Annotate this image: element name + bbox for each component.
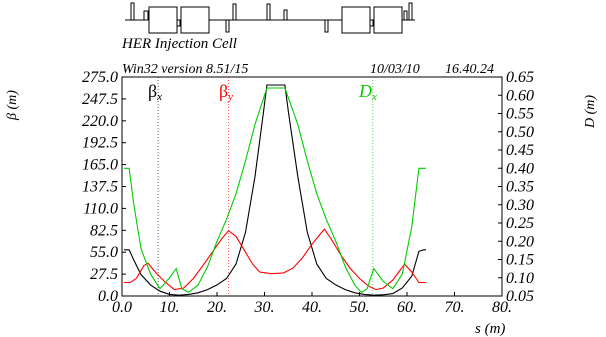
lattice-dipole [180,6,210,34]
y-right-tick-label: 0.60 [506,87,534,104]
y-right-tick-label: 0.05 [506,288,534,305]
y-right-axis-label: D (m) [583,95,598,129]
date-label: 10/03/10 [370,62,420,77]
beta-y-line [123,228,426,291]
lattice-quadrupole [283,9,288,21]
lattice-quadrupole [176,19,181,27]
dispersion-x-line [123,87,426,294]
lattice-quadrupole [143,10,149,21]
plot-frame [121,76,503,297]
x-tick-label: 10. [160,299,180,316]
lattice-dipole [130,2,135,21]
y-left-tick-label: 110.0 [83,200,118,217]
y-left-tick-label: 27.5 [90,266,118,283]
y-left-tick-label: 0.0 [98,288,118,305]
lattice-quadrupole [225,19,230,33]
legend-beta-x: βx [148,81,162,103]
lattice-quadrupole [266,3,271,21]
x-tick-label: 40. [302,299,322,316]
y-right-tick-label: 0.45 [506,142,534,159]
lattice-quadrupole [369,19,374,27]
y-right-tick-label: 0.20 [506,233,534,250]
legend-d-x: Dx [358,81,377,103]
y-left-tick-label: 220.0 [82,113,118,130]
y-right-tick-label: 0.65 [506,69,534,86]
x-tick-label: 70. [445,299,465,316]
y-left-axis-label: β (m) [5,90,20,121]
y-right-tick-label: 0.40 [506,160,534,177]
y-right-tick-label: 0.10 [506,270,534,287]
lattice-quadrupole [232,3,237,21]
x-tick-label: 80. [492,299,512,316]
x-tick-label: 0.0 [112,299,132,316]
y-right-tick-label: 0.15 [506,252,534,269]
x-tick-label: 50. [350,299,370,316]
lattice-strip [125,2,415,34]
y-left-tick-label: 247.5 [82,91,118,108]
lattice-dipole [341,6,371,34]
lattice-title: HER Injection Cell [121,36,237,52]
x-tick-label: 30. [254,299,275,316]
y-left-tick-label: 192.5 [82,135,118,152]
y-right-tick-label: 0.50 [506,124,534,141]
y-right-tick-label: 0.25 [506,215,534,232]
lattice-dipole [373,6,403,34]
lattice-dipole [148,6,178,34]
y-left-tick-label: 82.5 [90,222,118,239]
y-left-tick-label: 275.0 [82,69,118,86]
y-right-tick-label: 0.55 [506,106,534,123]
y-left-tick-label: 165.0 [82,157,118,174]
version-label: Win32 version 8.51/15 [122,62,248,77]
y-right-tick-label: 0.30 [506,197,534,214]
x-tick-label: 60. [397,299,417,316]
lattice-dipole [408,2,413,21]
lattice-quadrupole [324,19,329,33]
x-tick-label: 20. [207,299,227,316]
x-axis-label: s (m) [475,321,505,337]
y-left-tick-label: 55.0 [90,244,118,261]
beta-x-line [123,84,426,296]
time-label: 16.40.24 [445,62,494,77]
y-right-tick-label: 0.35 [506,179,534,196]
y-left-tick-label: 137.5 [82,179,118,196]
lattice-quadrupole [403,10,408,21]
legend-beta-y: βy [219,81,233,103]
